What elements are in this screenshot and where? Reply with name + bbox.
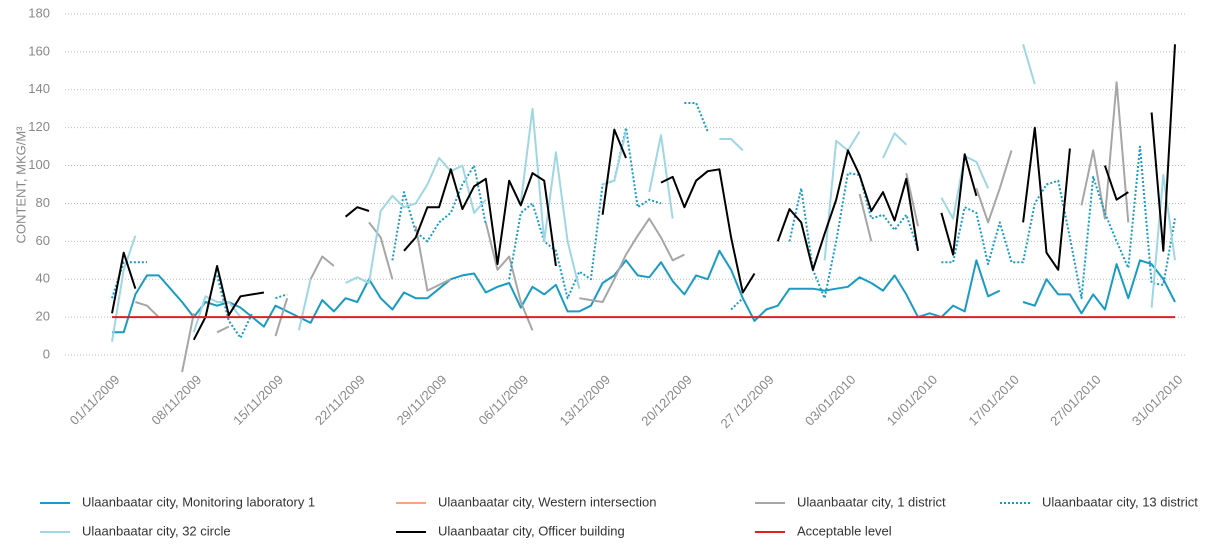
series-line bbox=[111, 102, 1176, 339]
series-line bbox=[112, 249, 1176, 334]
y-tick-label: 100 bbox=[28, 157, 50, 172]
legend-label: Acceptable level bbox=[797, 523, 892, 538]
x-tick-label: 27 /12/2009 bbox=[718, 372, 777, 431]
y-tick-label: 180 bbox=[28, 5, 50, 20]
x-tick-label: 29/11/2009 bbox=[394, 372, 450, 428]
x-tick-label: 01/11/2009 bbox=[67, 372, 123, 428]
x-tick-label: 27/01/2010 bbox=[1047, 372, 1104, 429]
series-line bbox=[135, 82, 1175, 372]
y-tick-label: 40 bbox=[36, 271, 50, 286]
y-tick-label: 120 bbox=[28, 119, 50, 134]
y-tick-label: 140 bbox=[28, 81, 50, 96]
y-tick-label: 160 bbox=[28, 43, 50, 58]
series-line bbox=[111, 44, 1176, 342]
x-tick-label: 13/12/2009 bbox=[557, 372, 614, 429]
y-tick-label: 60 bbox=[36, 233, 50, 248]
x-tick-label: 03/01/2010 bbox=[802, 372, 859, 429]
y-axis-label: CONTENT, MKG/M³ bbox=[13, 126, 28, 244]
x-tick-label: 22/11/2009 bbox=[312, 372, 368, 428]
legend-label: Ulaanbaatar city, Officer building bbox=[438, 523, 625, 538]
x-tick-label: 10/01/2010 bbox=[884, 372, 941, 429]
legend-label: Ulaanbaatar city, 32 circle bbox=[82, 523, 231, 538]
x-tick-label: 31/01/2010 bbox=[1129, 372, 1186, 429]
legend-label: Ulaanbaatar city, Western intersection bbox=[438, 494, 656, 509]
x-tick-label: 08/11/2009 bbox=[148, 372, 204, 428]
x-tick-label: 17/01/2010 bbox=[965, 372, 1022, 429]
legend-label: Ulaanbaatar city, Monitoring laboratory … bbox=[82, 494, 315, 509]
y-tick-label: 20 bbox=[36, 309, 50, 324]
x-tick-label: 06/11/2009 bbox=[475, 372, 531, 428]
series-line bbox=[111, 44, 1176, 341]
y-tick-label: 80 bbox=[36, 195, 50, 210]
x-tick-label: 20/12/2009 bbox=[638, 372, 695, 429]
y-tick-label: 0 bbox=[43, 346, 50, 361]
legend-label: Ulaanbaatar city, 13 district bbox=[1042, 494, 1198, 509]
legend-label: Ulaanbaatar city, 1 district bbox=[797, 494, 946, 509]
x-tick-label: 15/11/2009 bbox=[230, 372, 286, 428]
